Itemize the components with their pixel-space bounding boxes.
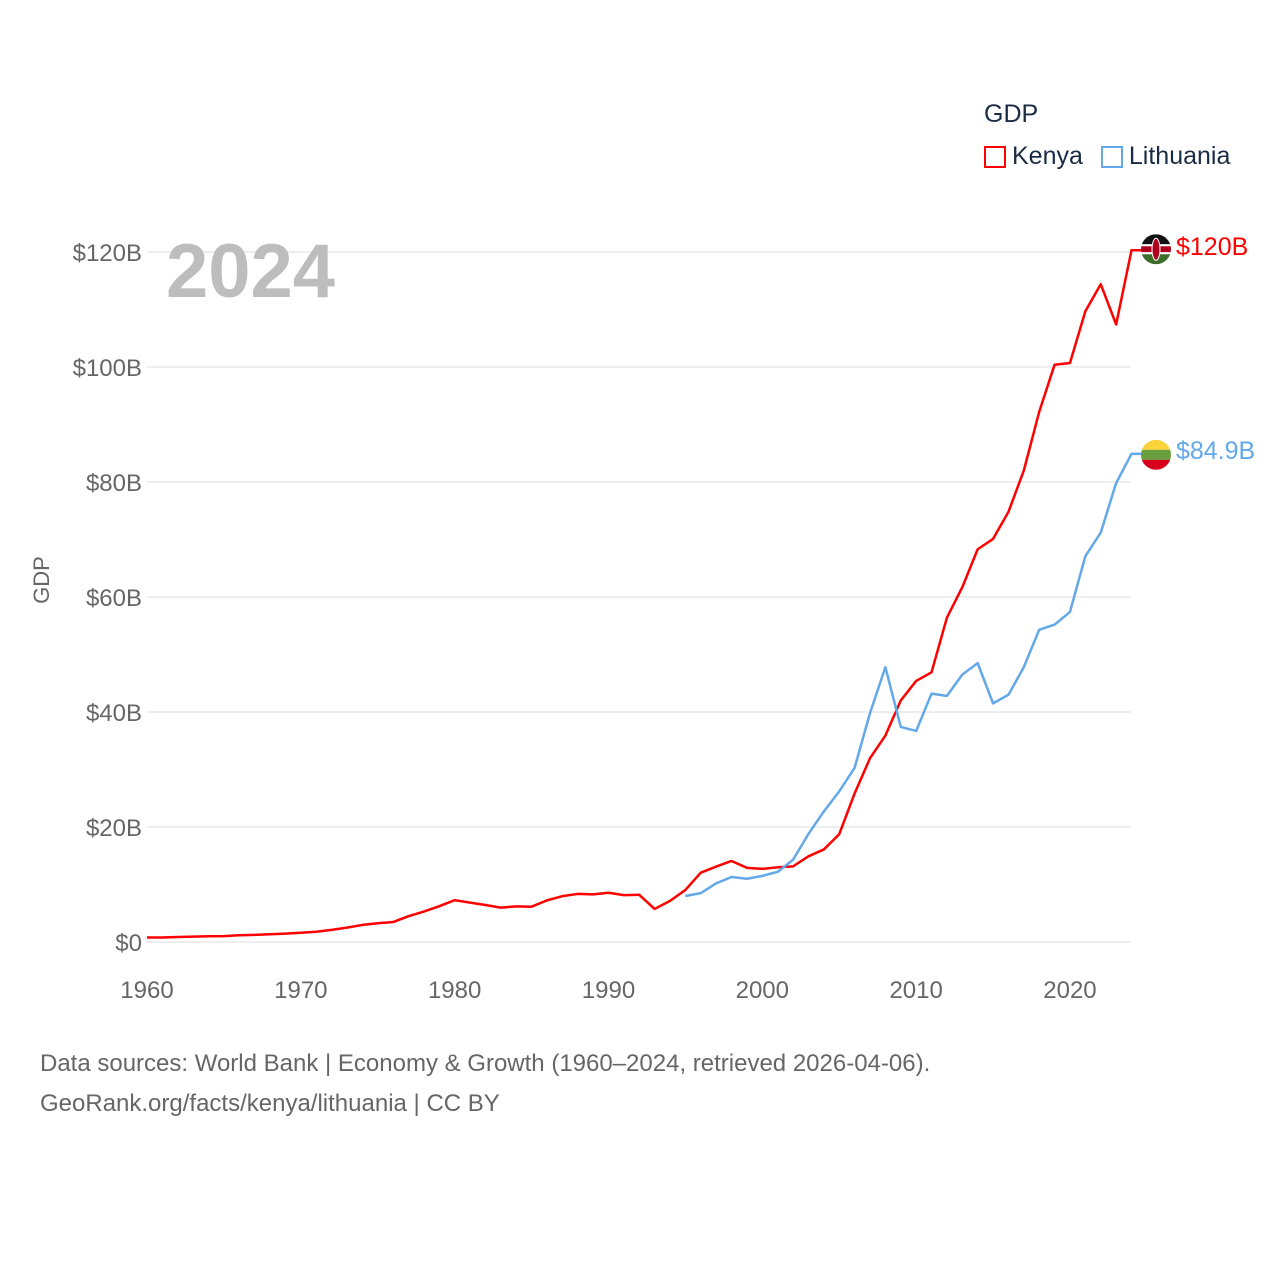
y-tick-label: $60B <box>86 585 142 612</box>
year-display: 2024 <box>166 229 336 314</box>
y-tick-label: $100B <box>73 355 142 382</box>
flag-icon-lithuania <box>1141 439 1171 470</box>
legend: Kenya Lithuania <box>984 142 1230 171</box>
y-tick-label: $120B <box>73 240 142 267</box>
y-tick-label: $20B <box>86 815 142 842</box>
x-tick-label: 1990 <box>582 977 635 1004</box>
y-tick-label: $0 <box>115 930 142 957</box>
legend-title: GDP <box>984 100 1039 128</box>
x-tick-label: 1970 <box>274 977 327 1004</box>
legend-swatch-lithuania <box>1100 145 1123 168</box>
y-tick-label: $80B <box>86 470 142 497</box>
legend-label-lithuania: Lithuania <box>1128 142 1231 170</box>
series-line-kenya <box>147 249 1142 939</box>
legend-item-lithuania[interactable]: Lithuania <box>1100 142 1231 171</box>
series-line-lithuania <box>685 452 1142 898</box>
x-tick-label: 2020 <box>1043 977 1096 1004</box>
y-axis-label: GDP <box>29 556 54 604</box>
x-tick-label: 1960 <box>120 977 173 1004</box>
footer-link[interactable]: GeoRank.org/facts/kenya/lithuania | CC B… <box>40 1090 500 1117</box>
legend-swatch-kenya <box>984 145 1006 168</box>
footer: Data sources: World Bank | Economy & Gro… <box>40 1044 930 1124</box>
footer-sources: Data sources: World Bank | Economy & Gro… <box>40 1050 931 1077</box>
x-tick-label: 1980 <box>428 977 481 1004</box>
legend-item-kenya[interactable]: Kenya <box>984 142 1083 171</box>
end-label-kenya: $120B <box>1176 233 1249 261</box>
y-tick-label: $40B <box>86 700 142 727</box>
end-label-lithuania: $84.9B <box>1176 437 1256 465</box>
flag-icon-kenya <box>1141 234 1171 265</box>
legend-label-kenya: Kenya <box>1012 142 1083 170</box>
x-tick-label: 2010 <box>889 977 942 1004</box>
x-tick-label: 2000 <box>736 977 789 1004</box>
